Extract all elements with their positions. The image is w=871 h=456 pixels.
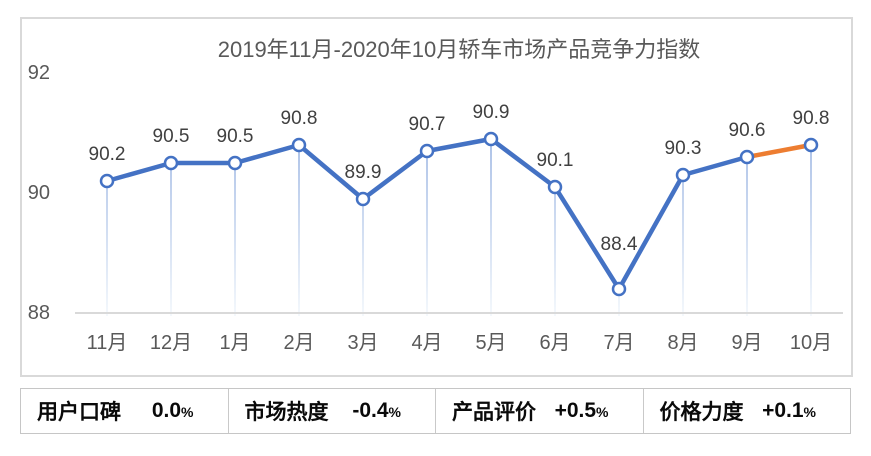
data-point-label: 90.5 bbox=[152, 126, 190, 147]
summary-cell-market-heat: 市场热度 -0.4% bbox=[227, 389, 436, 433]
x-tick-label: 6月 bbox=[539, 332, 571, 354]
x-tick-label: 7月 bbox=[603, 332, 635, 354]
summary-value: +0.5% bbox=[554, 399, 609, 422]
x-tick-label: 10月 bbox=[789, 332, 833, 354]
data-point-label: 90.6 bbox=[728, 120, 766, 141]
summary-cell-product-rating: 产品评价 +0.5% bbox=[435, 389, 643, 433]
data-point-label: 90.3 bbox=[664, 138, 702, 159]
summary-bar: 用户口碑 0.0% 市场热度 -0.4% 产品评价 +0.5% 价格力度 +0.… bbox=[20, 388, 851, 434]
x-tick-label: 12月 bbox=[149, 332, 193, 354]
summary-cell-price-strength: 价格力度 +0.1% bbox=[642, 389, 851, 433]
x-tick-label: 3月 bbox=[347, 332, 379, 354]
data-point-label: 90.8 bbox=[792, 108, 830, 129]
summary-label: 用户口碑 bbox=[37, 401, 121, 424]
data-point-label: 88.4 bbox=[600, 234, 638, 255]
chart-title: 2019年11月-2020年10月轿车市场产品竞争力指数 bbox=[217, 37, 701, 62]
data-point-label: 90.2 bbox=[88, 144, 126, 165]
x-tick-label: 8月 bbox=[667, 332, 699, 354]
summary-value: +0.1% bbox=[762, 399, 816, 422]
y-tick-label: 90 bbox=[27, 182, 50, 204]
y-tick-label: 88 bbox=[27, 302, 50, 324]
y-tick-label: 92 bbox=[27, 62, 50, 84]
summary-label: 价格力度 bbox=[659, 401, 744, 424]
x-tick-label: 2月 bbox=[283, 332, 315, 354]
percent-sign: % bbox=[803, 404, 816, 420]
percent-sign: % bbox=[181, 404, 194, 420]
summary-value: -0.4% bbox=[352, 399, 401, 422]
data-point-label: 90.8 bbox=[280, 108, 318, 129]
summary-value: 0.0% bbox=[151, 399, 194, 422]
summary-label: 市场热度 bbox=[244, 401, 329, 424]
data-point-label: 90.9 bbox=[472, 102, 510, 123]
x-tick-label: 4月 bbox=[411, 332, 443, 354]
data-point-label: 90.7 bbox=[408, 114, 446, 135]
data-point-label: 90.5 bbox=[216, 126, 254, 147]
data-point-label: 89.9 bbox=[344, 162, 382, 183]
chart-plot-frame bbox=[20, 17, 853, 377]
percent-sign: % bbox=[388, 404, 401, 420]
percent-sign: % bbox=[596, 404, 609, 420]
x-tick-label: 11月 bbox=[86, 332, 128, 354]
summary-label: 产品评价 bbox=[452, 401, 536, 424]
summary-cell-user-reputation: 用户口碑 0.0% bbox=[21, 389, 228, 433]
x-tick-label: 5月 bbox=[475, 332, 507, 354]
x-tick-label: 1月 bbox=[219, 332, 251, 354]
x-tick-label: 9月 bbox=[731, 332, 763, 354]
data-point-label: 90.1 bbox=[536, 150, 574, 171]
